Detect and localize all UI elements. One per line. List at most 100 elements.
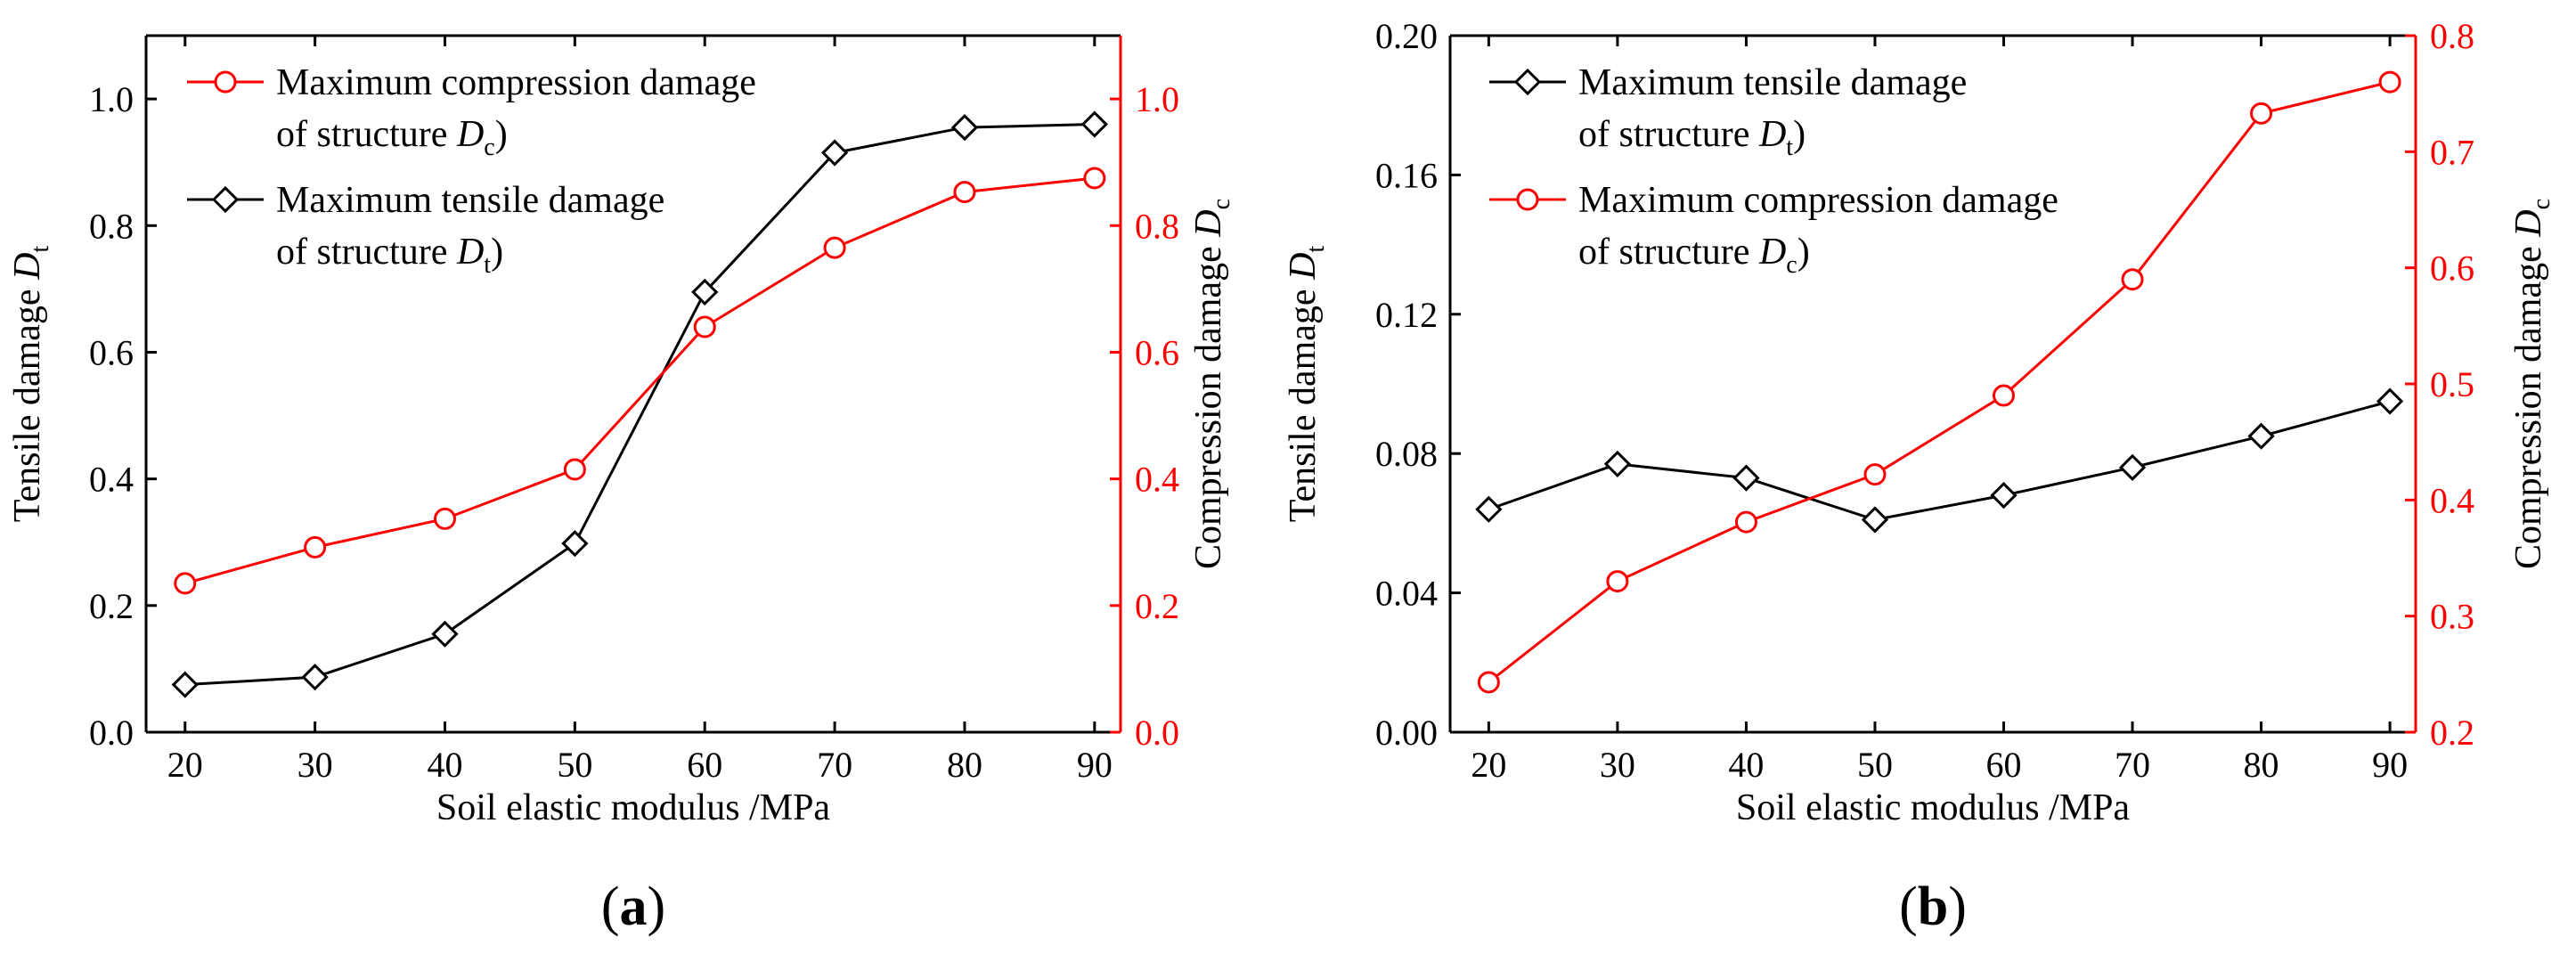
x-tick-label: 20 xyxy=(1471,745,1506,785)
legend-label-line1: Maximum compression damage xyxy=(276,62,756,103)
y-tick-label: 0.0 xyxy=(89,713,134,753)
data-point-compression xyxy=(563,458,586,481)
data-point-compression xyxy=(2121,268,2144,291)
data-point-tensile xyxy=(1603,450,1632,478)
legend-label-paren: ) xyxy=(1793,114,1806,155)
data-point-tensile xyxy=(950,113,979,142)
y-tick-label: 0.00 xyxy=(1375,713,1438,753)
y-tick-label: 0.2 xyxy=(89,586,134,626)
y-axis-title-subscript: t xyxy=(27,246,54,253)
y2-tick-label: 0.7 xyxy=(2430,132,2474,172)
y-axis-title: Tensile damage Dt xyxy=(1283,246,1330,523)
y2-axis-title-text: Compression damage xyxy=(1188,237,1229,569)
panel-label-letter: a xyxy=(620,876,648,937)
legend-label-symbol: D xyxy=(1758,232,1786,273)
series-line-tensile xyxy=(1488,400,2391,522)
x-axis-title: Soil elastic modulus /MPa xyxy=(1736,787,2131,828)
y2-axis-title: Compression damage Dc xyxy=(2508,199,2556,569)
y2-axis-title-symbol: D xyxy=(1188,209,1229,237)
x-tick-label: 90 xyxy=(2372,745,2408,785)
data-point-compression xyxy=(1083,167,1106,190)
y-tick-label: 0.08 xyxy=(1375,434,1438,474)
data-point-compression xyxy=(433,507,456,530)
y2-tick-label: 1.0 xyxy=(1135,79,1179,119)
y2-axis-title: Compression damage Dc xyxy=(1188,199,1235,569)
x-tick-label: 80 xyxy=(947,745,982,785)
data-point-compression xyxy=(693,315,716,338)
y-tick-label: 0.16 xyxy=(1375,155,1438,195)
data-point-tensile xyxy=(1990,481,2018,510)
x-tick-label: 40 xyxy=(1728,745,1764,785)
data-point-compression xyxy=(1863,463,1887,486)
data-point-tensile xyxy=(1861,506,1889,534)
legend-marker-circle xyxy=(214,70,237,94)
x-tick-label: 60 xyxy=(1985,745,2021,785)
data-point-compression xyxy=(1734,510,1757,534)
x-tick-label: 80 xyxy=(2244,745,2279,785)
panel-label-paren: ) xyxy=(648,876,666,937)
data-point-compression xyxy=(1477,671,1500,694)
x-axis-title: Soil elastic modulus /MPa xyxy=(436,787,831,828)
legend-label-line2: of structure Dc) xyxy=(276,114,508,161)
x-tick-label: 70 xyxy=(817,745,852,785)
y-axis-title-text: Tensile damage xyxy=(1283,280,1324,522)
data-point-tensile xyxy=(820,139,849,167)
y-tick-label: 0.8 xyxy=(89,206,134,246)
data-point-compression xyxy=(1606,570,1629,593)
y-axis-title-symbol: D xyxy=(7,253,48,281)
y2-tick-label: 0.8 xyxy=(1135,206,1179,246)
panel-label: (b) xyxy=(1899,876,1967,937)
legend-label-paren: ) xyxy=(495,114,508,155)
y2-axis-title-subscript: c xyxy=(2528,199,2556,209)
y2-tick-label: 0.0 xyxy=(1135,713,1179,753)
y2-tick-label: 0.6 xyxy=(1135,332,1179,372)
chart-panel-a: 20 30 40 50 60 70 80 90 0.0 0.2 0.4 0.6 0.8 1.0 0.0 0.2… xyxy=(7,34,1235,937)
y-tick-label: 0.4 xyxy=(89,460,134,500)
x-tick-label: 20 xyxy=(167,745,203,785)
y2-axis-title-subscript: c xyxy=(1208,199,1235,209)
legend-label-symbol: D xyxy=(1758,114,1786,155)
y2-axis-title-symbol: D xyxy=(2508,209,2549,237)
legend-label-subscript: t xyxy=(484,251,491,279)
legend-label-paren: ) xyxy=(491,232,503,273)
legend-label-subscript: t xyxy=(1786,134,1793,161)
y2-tick-label: 0.6 xyxy=(2430,249,2474,289)
data-point-compression xyxy=(823,236,846,259)
y-tick-label: 0.20 xyxy=(1375,16,1438,56)
x-tick-label: 90 xyxy=(1077,745,1113,785)
data-point-compression xyxy=(304,535,327,558)
legend-label-line1: Maximum compression damage xyxy=(1578,180,2058,221)
data-point-compression xyxy=(174,572,197,595)
data-point-tensile xyxy=(1080,110,1108,138)
legend-marker-circle xyxy=(1516,188,1539,211)
panel-label-paren: ) xyxy=(1948,876,1967,937)
legend-label-symbol: D xyxy=(456,114,484,155)
panel-label: (a) xyxy=(601,876,665,937)
data-point-tensile xyxy=(431,620,459,648)
legend-label-line1: Maximum tensile damage xyxy=(276,180,664,221)
legend-label-symbol: D xyxy=(456,232,484,273)
y2-tick-label: 0.8 xyxy=(2430,16,2474,56)
data-point-compression xyxy=(2250,102,2273,125)
legend-label-line2: of structure Dt) xyxy=(1578,114,1806,161)
data-point-tensile xyxy=(691,278,719,306)
legend-label-subscript: c xyxy=(484,134,494,161)
legend-label-text: of structure xyxy=(1578,232,1759,273)
x-tick-label: 40 xyxy=(427,745,462,785)
y2-axis-title-text: Compression damage xyxy=(2508,237,2549,569)
legend-label-text: of structure xyxy=(276,232,457,273)
legend-label-line2: of structure Dt) xyxy=(276,232,503,279)
x-tick-label: 50 xyxy=(1857,745,1893,785)
data-point-tensile xyxy=(1732,464,1760,492)
panel-label-paren: ( xyxy=(601,876,620,937)
x-tick-label: 30 xyxy=(298,745,333,785)
legend-marker-diamond xyxy=(1513,68,1542,96)
y2-tick-label: 0.2 xyxy=(2430,713,2474,753)
data-point-tensile xyxy=(561,530,589,558)
legend-label-line2: of structure Dc) xyxy=(1578,232,1810,279)
data-point-tensile xyxy=(2118,453,2147,481)
y-tick-label: 0.6 xyxy=(89,332,134,372)
series-line-compression xyxy=(1488,80,2391,684)
x-tick-label: 30 xyxy=(1600,745,1635,785)
